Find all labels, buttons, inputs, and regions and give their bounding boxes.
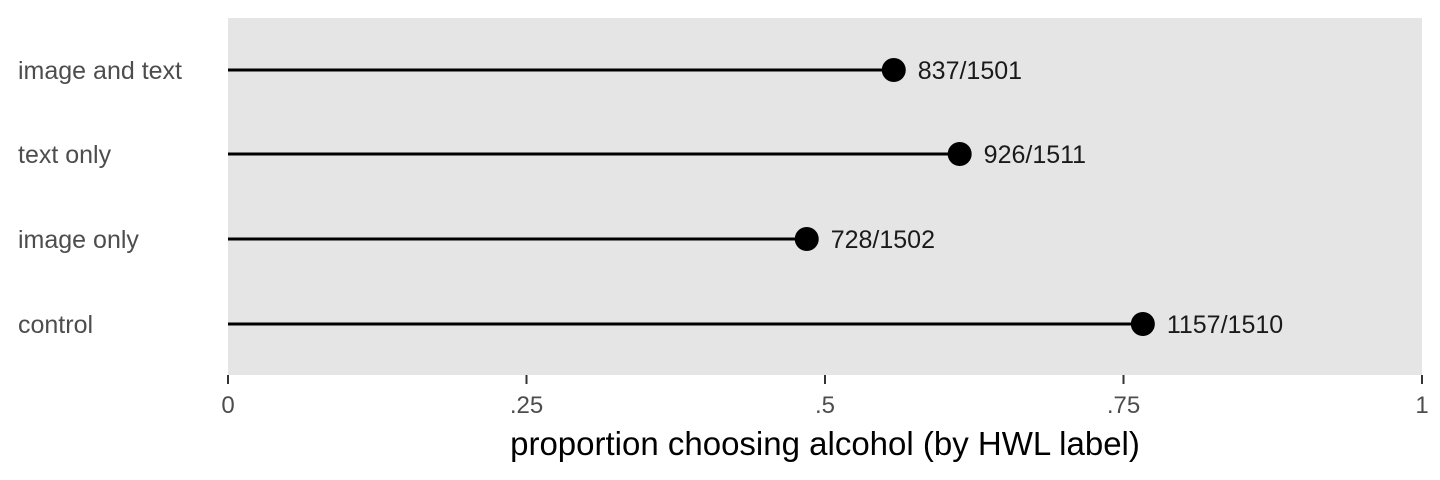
category-label: text only xyxy=(18,141,112,169)
x-tick-label: .5 xyxy=(815,392,835,419)
data-point xyxy=(1130,312,1155,336)
data-point xyxy=(794,227,819,251)
x-tick-label: .25 xyxy=(510,392,543,419)
series-layer: image and text 837/1501 text only 926/1511 i… xyxy=(18,57,1283,339)
data-label: 837/1501 xyxy=(918,57,1022,85)
x-tick-label: 0 xyxy=(221,392,234,419)
x-tick-label: .75 xyxy=(1107,392,1140,419)
data-point xyxy=(881,58,906,82)
x-axis: 0 .25 .5 .75 1 xyxy=(221,375,1429,419)
data-label: 1157/1510 xyxy=(1167,311,1283,339)
x-axis-title: proportion choosing alcohol (by HWL labe… xyxy=(510,425,1140,462)
data-label: 926/1511 xyxy=(984,141,1086,169)
data-point xyxy=(947,142,972,166)
data-label: 728/1502 xyxy=(831,226,935,254)
x-tick-label: 1 xyxy=(1415,392,1428,419)
plot-panel xyxy=(228,18,1422,375)
category-label: control xyxy=(18,311,93,339)
category-label: image and text xyxy=(18,57,182,85)
category-label: image only xyxy=(18,226,139,254)
